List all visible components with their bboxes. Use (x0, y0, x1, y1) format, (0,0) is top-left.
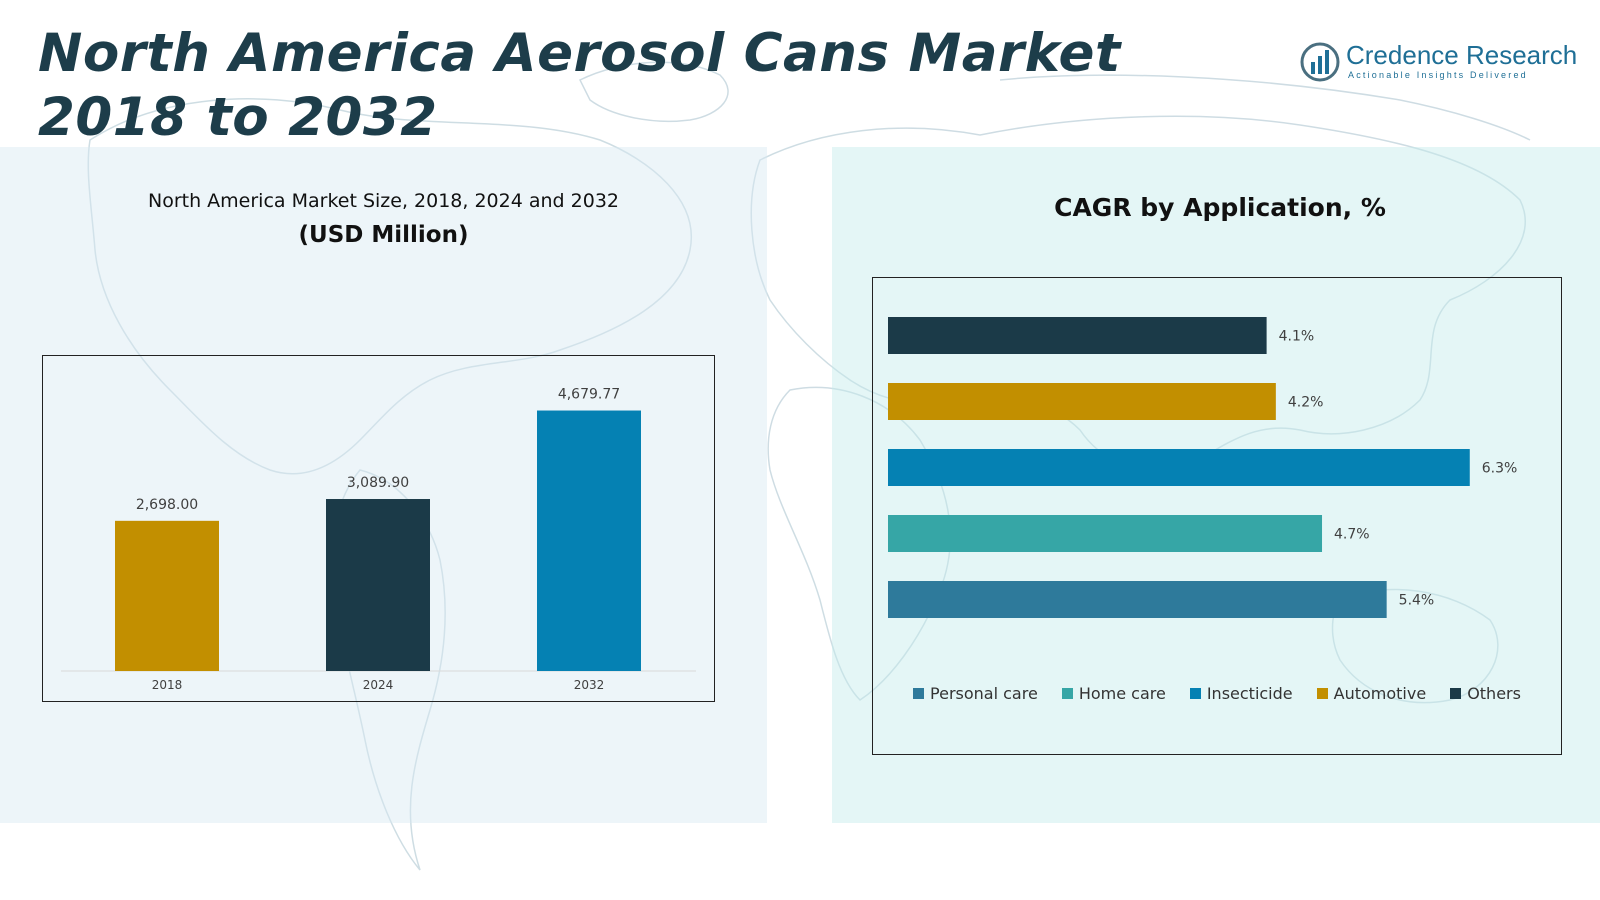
data-label-2032: 4,679.77 (558, 387, 620, 403)
bar-others (888, 317, 1267, 354)
legend-swatch (1450, 688, 1462, 699)
bar-2018 (115, 520, 219, 671)
data-label-personal-care: 5.4% (1399, 593, 1435, 609)
tick-label-2018: 2018 (152, 678, 183, 692)
bar-automotive (888, 383, 1276, 420)
brand-name: Credence Research (1346, 40, 1578, 70)
page-title: North America Aerosol Cans Market 2018 t… (38, 23, 1121, 148)
market-size-bar-chart: 2,698.00 2018 3,089.90 2024 4,679.77 2032 (42, 355, 715, 702)
market-size-bar-svg: 2,698.00 2018 3,089.90 2024 4,679.77 2032 (61, 387, 696, 692)
tick-label-2024: 2024 (363, 678, 394, 692)
legend-swatch (1189, 688, 1201, 699)
legend-label: Home care (1078, 684, 1166, 703)
legend-label: Automotive (1333, 684, 1427, 703)
data-label-insecticide: 6.3% (1482, 461, 1518, 477)
brand-tagline: Actionable Insights Delivered (1348, 70, 1528, 80)
legend-item-insecticide: Insecticide (1189, 684, 1293, 703)
market-size-chart-subtitle: (USD Million) (298, 222, 469, 248)
brand-logo: Credence Research Actionable Insights De… (1300, 38, 1577, 88)
legend-swatch (1316, 688, 1328, 699)
data-label-2024: 3,089.90 (347, 475, 409, 491)
data-label-2018: 2,698.00 (136, 497, 198, 513)
bar-personal-care (888, 581, 1387, 618)
legend-swatch (913, 688, 925, 699)
data-label-automotive: 4.2% (1288, 395, 1324, 411)
market-size-chart-title: North America Market Size, 2018, 2024 an… (148, 190, 619, 212)
legend-swatch (1061, 688, 1073, 699)
legend-item-others: Others (1450, 684, 1521, 703)
bar-chart-logo-icon (1300, 42, 1340, 82)
bar-2032 (537, 410, 641, 671)
tick-label-2032: 2032 (574, 678, 605, 692)
cagr-chart-title: CAGR by Application, % (1054, 193, 1386, 222)
bar-2024 (326, 499, 430, 671)
legend-label: Insecticide (1206, 684, 1293, 703)
legend-item-personal-care: Personal care (913, 684, 1038, 703)
legend-label: Others (1467, 684, 1521, 703)
legend-item-home-care: Home care (1061, 684, 1166, 703)
cagr-horizontal-bar-chart: 4.1% 4.2% 6.3% 4.7% 5.4% Personal care Home c… (872, 277, 1562, 755)
data-label-home-care: 4.7% (1334, 527, 1370, 543)
bar-home-care (888, 515, 1323, 552)
legend-item-automotive: Automotive (1316, 684, 1427, 703)
bar-insecticide (888, 449, 1470, 486)
cagr-bar-svg: 4.1% 4.2% 6.3% 4.7% 5.4% (888, 317, 1518, 618)
legend-label: Personal care (930, 684, 1038, 703)
data-label-others: 4.1% (1279, 329, 1315, 345)
cagr-legend: Personal care Home care Insecticide Automot… (873, 684, 1561, 703)
